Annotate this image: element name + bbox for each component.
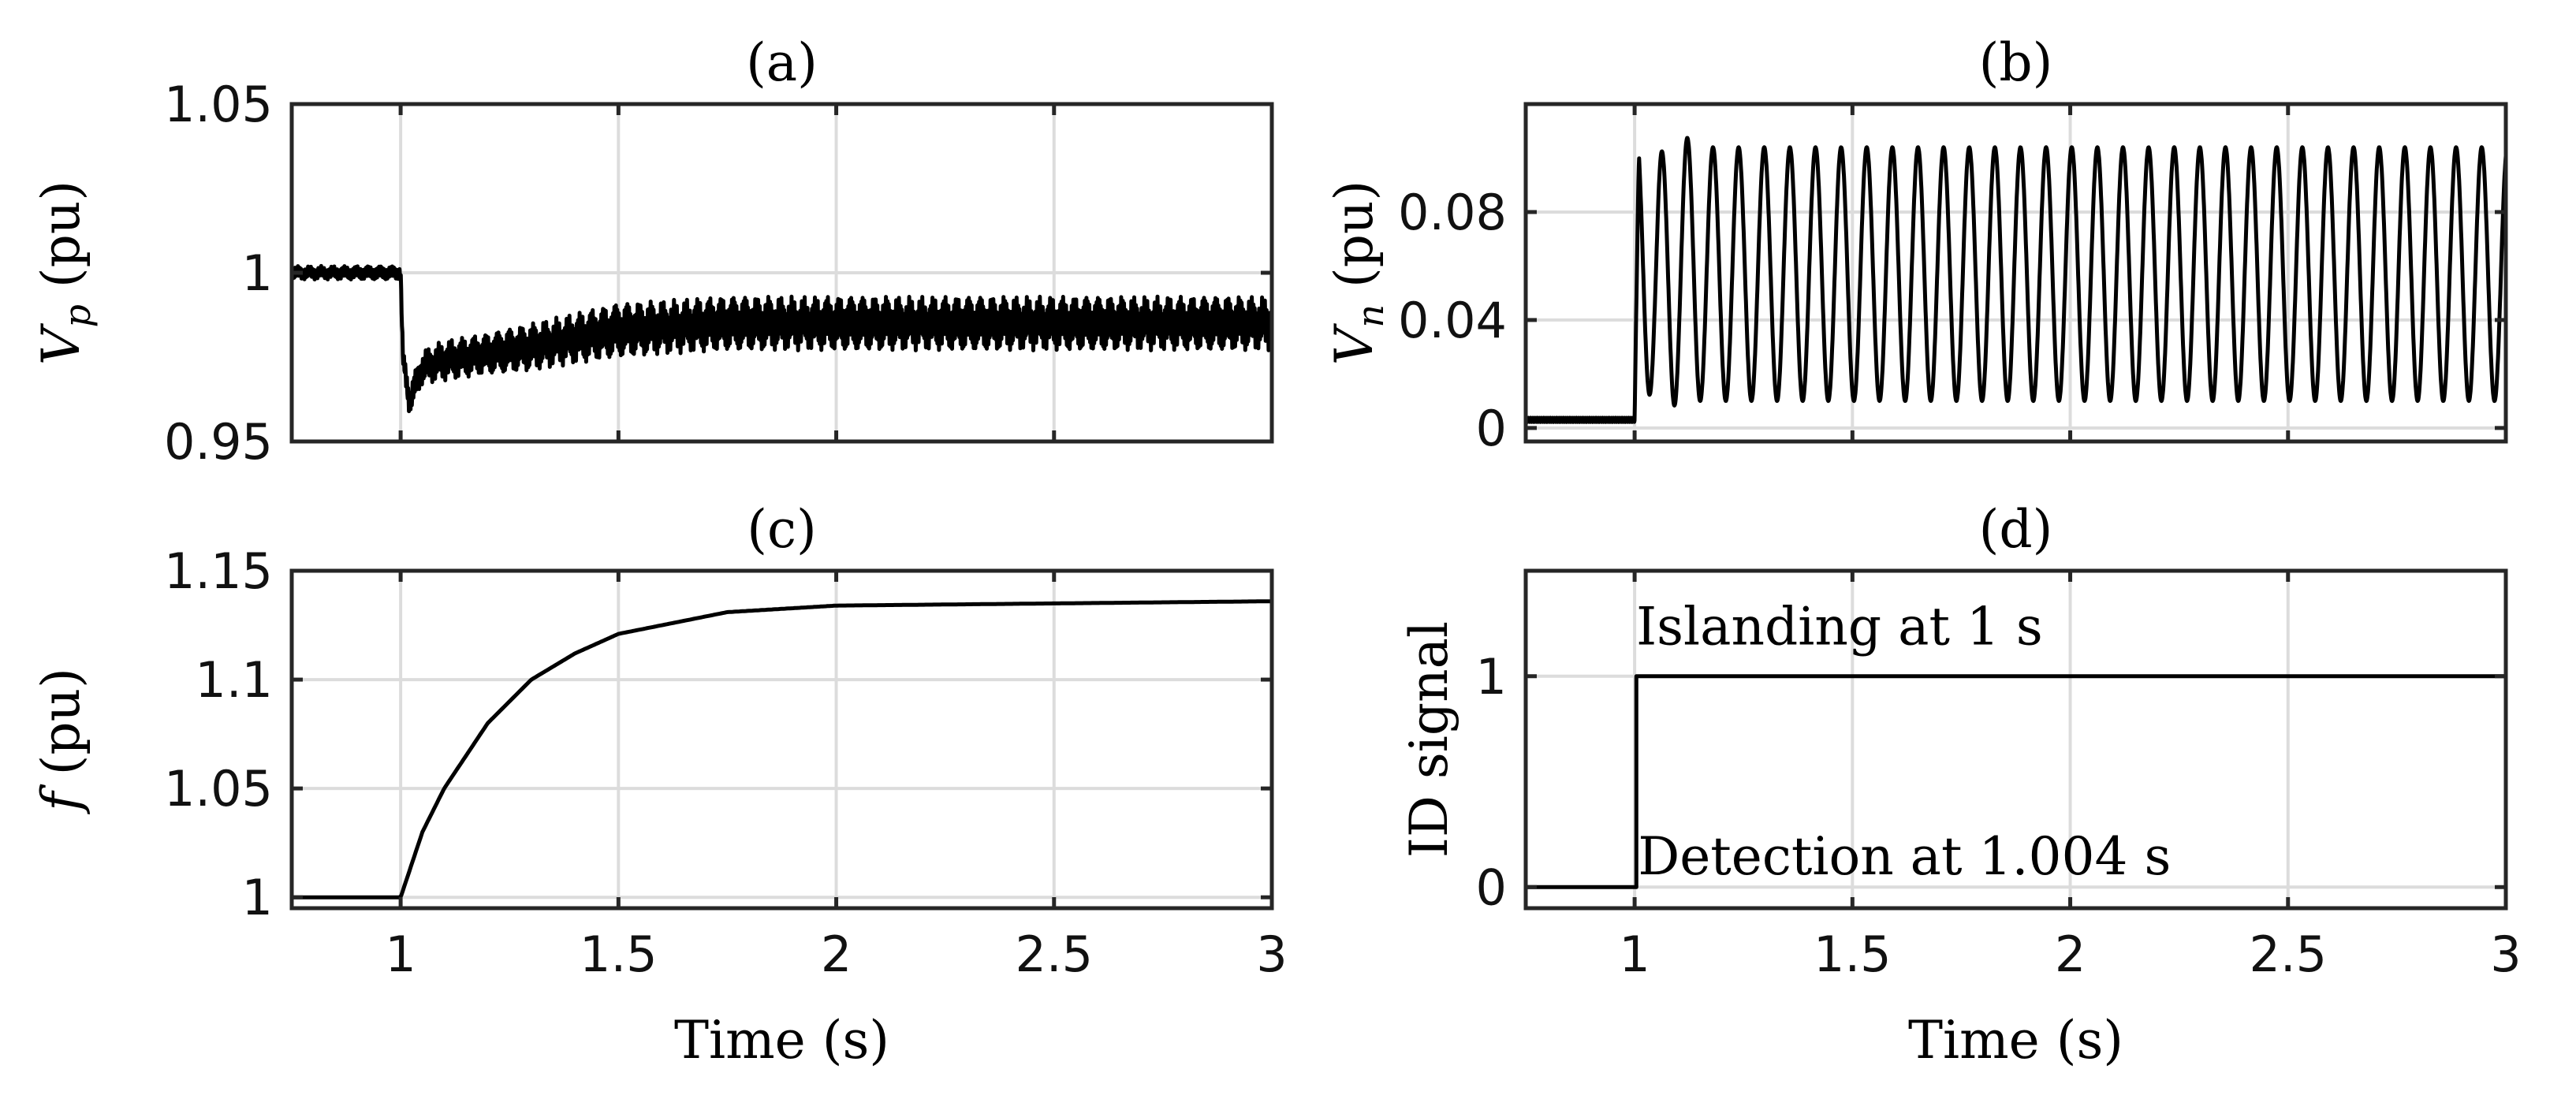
x-tick-label: 3 — [2490, 926, 2521, 983]
y-axis-label-unit: (pu) — [1324, 181, 1385, 304]
x-tick-label: 1.5 — [580, 926, 658, 983]
y-tick-label: 1 — [1476, 648, 1507, 706]
axes-frame — [1523, 102, 2508, 444]
panel-c: 1 1.5 2 2.5 3 1 1.05 1.1 1.15 (c) f (pu) Time (s) — [31, 499, 1288, 1071]
series-c — [291, 599, 1273, 900]
y-tick-label: 0 — [1476, 400, 1507, 457]
panel-d: 1 1.5 2 2.5 3 0 1 (d) ID signal Time (s) Islanding… — [1399, 499, 2522, 1071]
y-tick-label: 0 — [1476, 859, 1507, 916]
panel-title: (b) — [1979, 32, 2053, 93]
y-axis-label-var: V — [1324, 322, 1385, 365]
y-tick-label: 0.04 — [1398, 292, 1507, 349]
y-axis-label: Vn (pu) — [1324, 181, 1392, 366]
y-axis-label-unit: (pu) — [31, 181, 91, 304]
x-tick-label: 3 — [1256, 926, 1287, 983]
y-axis-label-var: V — [31, 322, 91, 365]
series-a — [289, 263, 1274, 414]
x-tick-label: 2.5 — [2249, 926, 2327, 983]
y-axis-label: f (pu) — [31, 668, 91, 815]
y-tick-label: 1.1 — [195, 651, 273, 709]
x-tick-label: 1 — [1619, 926, 1650, 983]
x-axis-label: Time (s) — [1908, 1010, 2123, 1071]
series-d — [1526, 674, 2506, 889]
y-axis-label-sub: p — [56, 304, 99, 327]
y-tick-label: 0.08 — [1398, 184, 1507, 241]
axes-frame — [1523, 568, 2508, 911]
series-b — [1523, 136, 2508, 424]
x-tick-label: 2.5 — [1015, 926, 1093, 983]
y-tick-label: 1.05 — [164, 760, 273, 818]
annotation: Islanding at 1 s — [1636, 597, 2043, 657]
x-tick-label: 1.5 — [1814, 926, 1892, 983]
y-axis-label-sub: n — [1349, 304, 1392, 328]
x-axis-label: Time (s) — [674, 1010, 889, 1071]
y-axis-label-unit: (pu) — [31, 668, 91, 792]
panel-b: 0 0.04 0.08 (b) Vn (pu) — [1324, 32, 2508, 457]
y-tick-label: 1.15 — [164, 542, 273, 600]
y-tick-label: 1 — [242, 244, 273, 302]
panel-title: (d) — [1979, 499, 2053, 560]
annotation: Detection at 1.004 s — [1638, 826, 2171, 887]
y-tick-label: 1.05 — [164, 76, 273, 133]
panel-a: 0.95 1 1.05 (a) Vp (pu) — [31, 32, 1274, 471]
y-axis-label-var: ID signal — [1399, 621, 1459, 858]
y-axis-label: ID signal — [1399, 621, 1459, 858]
y-tick-label: 1 — [242, 869, 273, 926]
panel-title: (a) — [746, 32, 818, 93]
panel-title: (c) — [747, 499, 816, 560]
x-tick-label: 2 — [821, 926, 852, 983]
x-tick-label: 2 — [2055, 926, 2086, 983]
y-axis-label: Vp (pu) — [31, 181, 99, 365]
axes-frame — [289, 568, 1274, 911]
y-tick-label: 0.95 — [164, 413, 273, 471]
x-tick-label: 1 — [385, 926, 416, 983]
